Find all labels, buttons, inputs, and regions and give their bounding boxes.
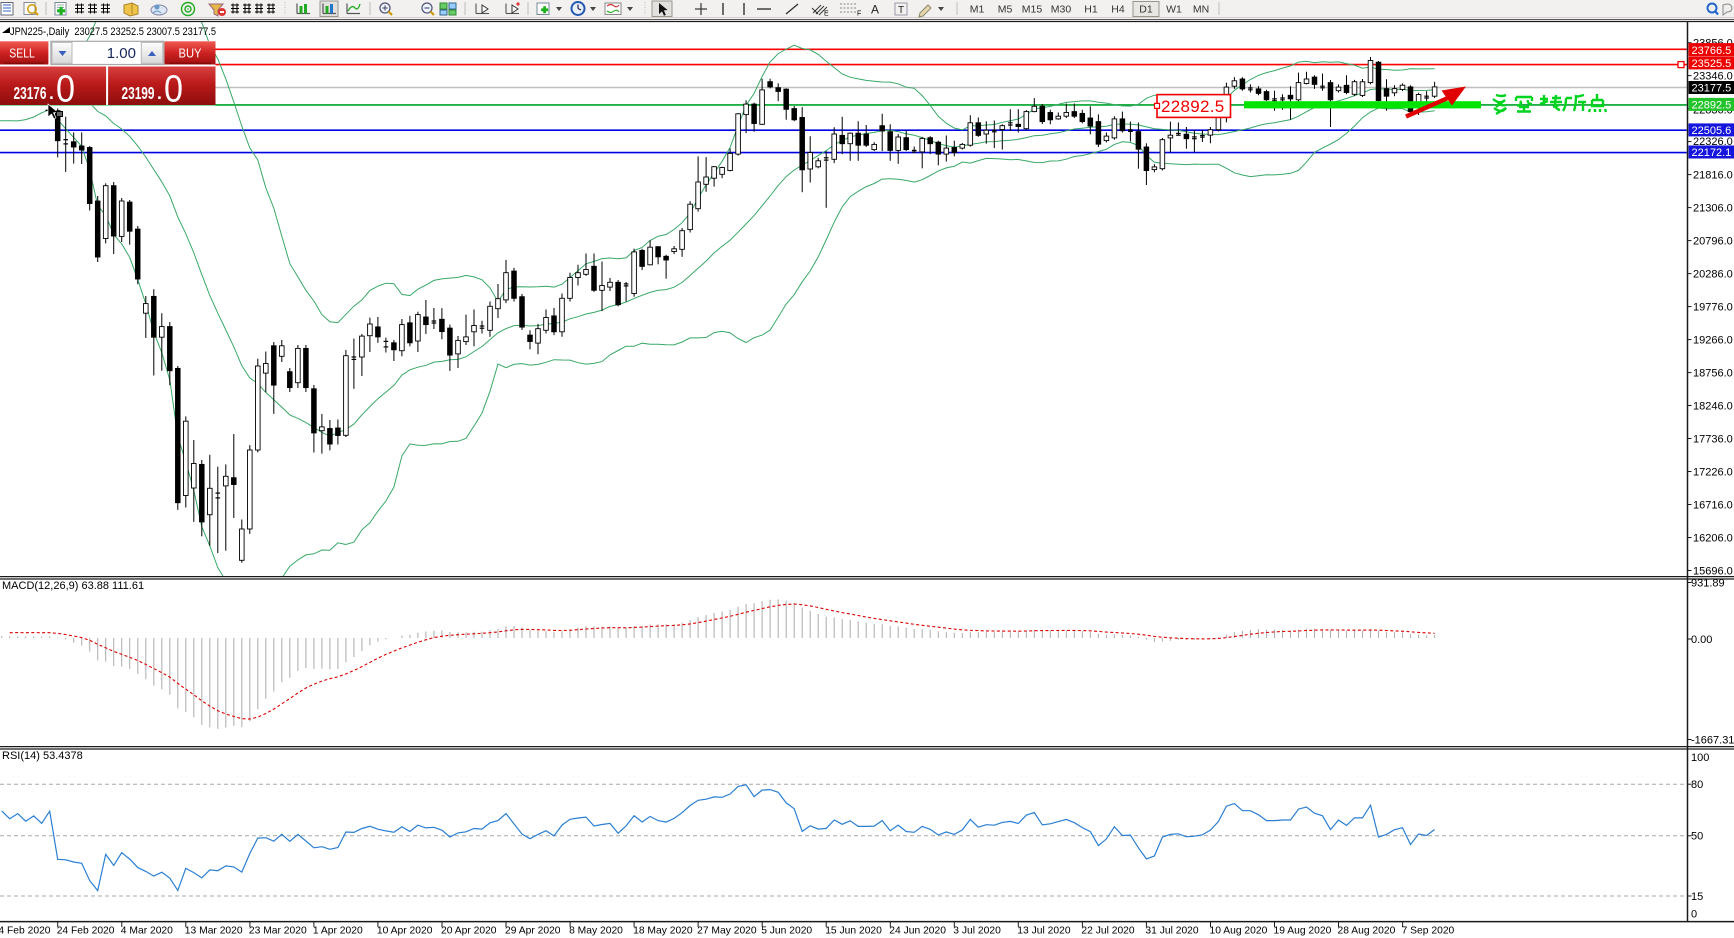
svg-text:JPN225-,Daily 23027.5 23252.5: JPN225-,Daily 23027.5 23252.5 23007.5 23… xyxy=(10,26,216,38)
svg-text:100: 100 xyxy=(1691,752,1709,764)
svg-text:1 Apr 2020: 1 Apr 2020 xyxy=(313,926,363,937)
svg-text:.: . xyxy=(49,83,54,103)
svg-text:5 Jun 2020: 5 Jun 2020 xyxy=(761,926,812,937)
svg-text:.: . xyxy=(157,83,162,103)
svg-text:MACD(12,26,9) 63.88 111.61: MACD(12,26,9) 63.88 111.61 xyxy=(2,580,144,592)
svg-text:E: E xyxy=(824,11,829,18)
svg-text:22 Jul 2020: 22 Jul 2020 xyxy=(1081,926,1135,937)
svg-text:80: 80 xyxy=(1691,779,1703,791)
svg-text:20796.0: 20796.0 xyxy=(1693,236,1733,248)
svg-text:H1: H1 xyxy=(1084,4,1098,16)
svg-text:BUY: BUY xyxy=(179,46,202,61)
svg-text:20286.0: 20286.0 xyxy=(1693,269,1733,281)
svg-text:M5: M5 xyxy=(998,4,1013,16)
svg-text:M30: M30 xyxy=(1051,4,1072,16)
svg-text:22505.6: 22505.6 xyxy=(1692,125,1732,137)
svg-text:0: 0 xyxy=(164,69,183,111)
svg-text:16206.0: 16206.0 xyxy=(1693,533,1733,545)
svg-text:H4: H4 xyxy=(1111,4,1125,16)
svg-text:SELL: SELL xyxy=(9,46,35,61)
svg-text:18756.0: 18756.0 xyxy=(1693,368,1733,380)
svg-text:M1: M1 xyxy=(970,4,985,16)
svg-text:21816.0: 21816.0 xyxy=(1693,170,1733,182)
svg-text:23 Mar 2020: 23 Mar 2020 xyxy=(249,926,307,937)
svg-text:27 May 2020: 27 May 2020 xyxy=(697,926,757,937)
svg-text:A: A xyxy=(871,3,879,17)
svg-text:22172.1: 22172.1 xyxy=(1692,147,1732,159)
svg-text:29 Apr 2020: 29 Apr 2020 xyxy=(505,926,561,937)
svg-text:23525.5: 23525.5 xyxy=(1692,58,1732,70)
svg-text:50: 50 xyxy=(1691,831,1703,843)
svg-text:MN: MN xyxy=(1193,4,1209,16)
svg-text:15696.0: 15696.0 xyxy=(1693,566,1733,578)
svg-text:0: 0 xyxy=(56,69,75,111)
svg-text:14 Feb 2020: 14 Feb 2020 xyxy=(0,926,51,937)
svg-text:23177.5: 23177.5 xyxy=(1692,83,1732,95)
svg-text:19266.0: 19266.0 xyxy=(1693,335,1733,347)
svg-text:4 Mar 2020: 4 Mar 2020 xyxy=(121,926,173,937)
svg-text:D1: D1 xyxy=(1139,4,1153,16)
svg-text:F: F xyxy=(857,11,861,18)
svg-text:24 Feb 2020: 24 Feb 2020 xyxy=(57,926,115,937)
svg-text:15 Jun 2020: 15 Jun 2020 xyxy=(825,926,882,937)
svg-text:19 Aug 2020: 19 Aug 2020 xyxy=(1274,926,1332,937)
svg-text:T: T xyxy=(898,5,904,16)
svg-text:23176: 23176 xyxy=(14,83,47,103)
svg-text:23346.0: 23346.0 xyxy=(1693,71,1733,83)
svg-text:16716.0: 16716.0 xyxy=(1693,500,1733,512)
svg-text:13 Mar 2020: 13 Mar 2020 xyxy=(185,926,243,937)
svg-text:13 Jul 2020: 13 Jul 2020 xyxy=(1017,926,1071,937)
svg-text:1.00: 1.00 xyxy=(107,45,136,62)
svg-text:8 May 2020: 8 May 2020 xyxy=(569,926,623,937)
svg-text:10 Apr 2020: 10 Apr 2020 xyxy=(377,926,433,937)
svg-text:0: 0 xyxy=(1691,908,1697,920)
svg-text:23199: 23199 xyxy=(122,83,155,103)
svg-text:22326.0: 22326.0 xyxy=(1693,136,1733,148)
svg-text:RSI(14) 53.4378: RSI(14) 53.4378 xyxy=(2,750,83,762)
svg-text:18246.0: 18246.0 xyxy=(1693,401,1733,413)
svg-text:17736.0: 17736.0 xyxy=(1693,434,1733,446)
svg-text:24 Jun 2020: 24 Jun 2020 xyxy=(889,926,946,937)
svg-text:18 May 2020: 18 May 2020 xyxy=(633,926,693,937)
svg-text:7 Sep 2020: 7 Sep 2020 xyxy=(1402,926,1455,937)
svg-text:0.00: 0.00 xyxy=(1691,634,1712,646)
svg-text:23766.5: 23766.5 xyxy=(1692,45,1732,57)
svg-text:20 Apr 2020: 20 Apr 2020 xyxy=(441,926,497,937)
svg-text:931.89: 931.89 xyxy=(1691,577,1725,589)
svg-text:21306.0: 21306.0 xyxy=(1693,203,1733,215)
svg-text:15: 15 xyxy=(1691,891,1703,903)
svg-text:19776.0: 19776.0 xyxy=(1693,302,1733,314)
svg-text:22892.5: 22892.5 xyxy=(1692,100,1732,112)
svg-text:3 Jul 2020: 3 Jul 2020 xyxy=(953,926,1001,937)
svg-text:17226.0: 17226.0 xyxy=(1693,467,1733,479)
svg-text:-1667.31: -1667.31 xyxy=(1691,734,1734,746)
svg-text:31 Jul 2020: 31 Jul 2020 xyxy=(1145,926,1199,937)
svg-text:M15: M15 xyxy=(1022,4,1043,16)
svg-text:10 Aug 2020: 10 Aug 2020 xyxy=(1210,926,1268,937)
svg-text:22892.5: 22892.5 xyxy=(1161,97,1225,116)
svg-text:28 Aug 2020: 28 Aug 2020 xyxy=(1338,926,1396,937)
svg-text:W1: W1 xyxy=(1166,4,1182,16)
